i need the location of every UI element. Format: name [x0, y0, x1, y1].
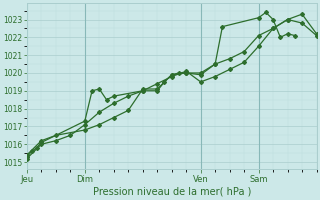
X-axis label: Pression niveau de la mer( hPa ): Pression niveau de la mer( hPa ): [92, 187, 251, 197]
